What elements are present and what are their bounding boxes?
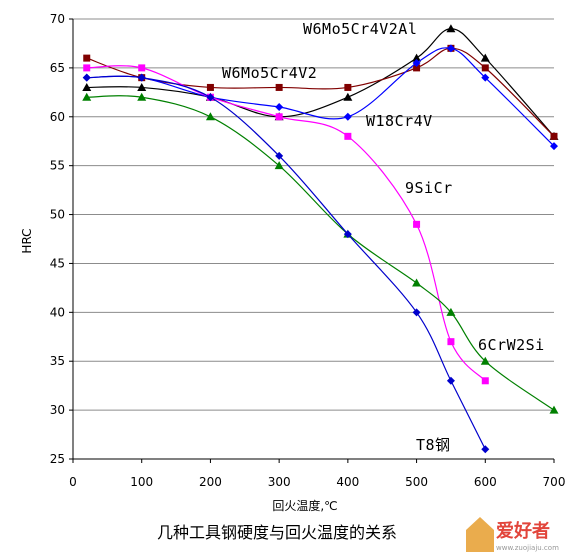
series-line (86, 65, 486, 382)
data-point (480, 53, 490, 62)
series-0 (82, 24, 559, 140)
y-tick-label: 35 (50, 354, 65, 368)
series-line (86, 28, 555, 137)
data-point (343, 92, 353, 101)
data-point (481, 377, 489, 385)
y-tick-label: 45 (50, 256, 65, 270)
y-tick-label: 25 (50, 452, 65, 466)
data-point (137, 92, 147, 101)
x-tick-label: 700 (543, 475, 566, 489)
chart-caption: 几种工具钢硬度与回火温度的关系 (157, 523, 397, 542)
data-point (275, 151, 284, 160)
data-point (481, 445, 490, 454)
data-point (412, 278, 422, 287)
series-label-w18cr4v: W18Cr4V (366, 112, 433, 130)
data-point (82, 73, 91, 82)
series-lines (82, 24, 559, 454)
data-point (446, 376, 455, 385)
data-point (206, 93, 215, 102)
data-point (206, 83, 214, 91)
series-line (86, 47, 555, 147)
data-point (275, 113, 283, 121)
series-4 (82, 92, 559, 414)
x-axis-title: 回火温度,℃ (272, 498, 337, 513)
data-point (480, 356, 490, 365)
x-tick-label: 300 (268, 475, 291, 489)
data-point (550, 132, 558, 140)
series-line (86, 75, 486, 450)
data-point (205, 112, 215, 121)
x-tick-label: 100 (130, 475, 153, 489)
data-point (343, 230, 352, 239)
y-gridlines (73, 18, 554, 411)
y-tick-label: 40 (50, 305, 65, 319)
x-tick-label: 600 (474, 475, 497, 489)
watermark-house-icon (466, 517, 494, 552)
data-point (137, 82, 147, 91)
x-tick-label: 400 (336, 475, 359, 489)
data-point (412, 53, 422, 62)
x-tick-label: 0 (69, 475, 77, 489)
y-tick-label: 55 (50, 159, 65, 173)
y-tick-label: 60 (50, 110, 65, 124)
data-point (82, 92, 92, 101)
series-label-t8: T8钢 (416, 436, 451, 454)
watermark-brand: 爱好者 (496, 520, 550, 542)
data-point (274, 161, 284, 170)
data-point (344, 132, 352, 140)
series-labels: W6Mo5Cr4V2Al W6Mo5Cr4V2 W18Cr4V 9SiCr 6C… (222, 20, 545, 454)
data-point (413, 64, 421, 72)
y-axis-title: HRC (20, 228, 34, 253)
series-label-w6mo5cr4v2: W6Mo5Cr4V2 (222, 64, 317, 82)
series-label-9sicr: 9SiCr (405, 179, 453, 197)
data-point (82, 82, 92, 91)
data-point (83, 54, 91, 62)
data-point (446, 44, 455, 53)
data-point (83, 64, 91, 72)
data-point (412, 308, 421, 317)
data-point (550, 142, 558, 151)
series-label-w6mo5cr4v2al: W6Mo5Cr4V2Al (303, 20, 417, 38)
series-5 (82, 73, 490, 454)
y-tick-label: 70 (50, 12, 65, 26)
data-point (549, 405, 559, 414)
data-point (275, 103, 284, 111)
data-point (447, 338, 455, 346)
watermark-logo: 爱好者 www.zuojiaju.com (466, 517, 559, 552)
data-point (481, 73, 490, 82)
data-point (446, 24, 456, 33)
x-tick-label: 200 (199, 475, 222, 489)
data-point (138, 64, 146, 72)
watermark-url: www.zuojiaju.com (496, 544, 559, 552)
chart-axes (72, 19, 554, 460)
data-point (275, 83, 283, 91)
data-point (413, 220, 421, 228)
data-point (481, 64, 489, 72)
y-tick-label: 50 (50, 208, 65, 222)
y-tick-label: 30 (50, 403, 65, 417)
data-point (344, 83, 352, 91)
data-point (137, 73, 146, 82)
y-tick-label: 65 (50, 61, 65, 75)
data-point (343, 112, 352, 121)
x-tick-label: 500 (405, 475, 428, 489)
data-point (412, 59, 421, 67)
series-label-6crw2si: 6CrW2Si (478, 336, 545, 354)
data-point (446, 307, 456, 316)
